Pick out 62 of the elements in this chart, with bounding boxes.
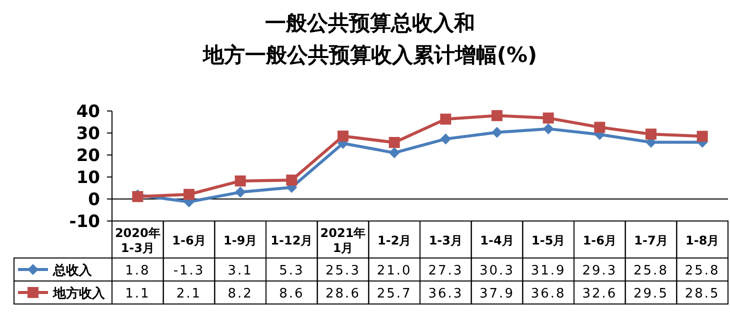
data-label: 3.1 — [228, 264, 253, 278]
point — [492, 110, 502, 122]
data-label: 27.3 — [428, 264, 464, 278]
point — [542, 112, 554, 124]
data-label: 30.3 — [480, 264, 514, 278]
point — [594, 122, 606, 133]
y-tick-label: 30 — [76, 124, 100, 144]
data-label: 8.2 — [228, 286, 253, 302]
point — [388, 147, 400, 158]
point — [234, 175, 246, 186]
data-label: 1.8 — [125, 264, 150, 278]
legend-label: 地方收入 — [52, 286, 106, 302]
legend-label: 总收入 — [52, 262, 93, 278]
x-tick-label: 2021年 1月 — [320, 226, 366, 255]
data-label: 25.8 — [684, 264, 720, 278]
point — [646, 128, 656, 140]
x-tick-label: 1-5月 — [531, 234, 566, 248]
data-label: 21.0 — [376, 264, 412, 278]
y-tick-label: -10 — [69, 212, 100, 232]
y-tick-label: 10 — [76, 168, 100, 188]
x-tick-label: 1-2月 — [377, 234, 412, 248]
data-label: 31.9 — [530, 264, 566, 278]
x-tick-label: 2020年 1-3月 — [114, 226, 160, 255]
data-label: 2.1 — [176, 286, 202, 302]
point — [696, 130, 708, 142]
chart-title: 一般公共预算总收入和 — [265, 11, 475, 35]
x-tick-label: 1-7月 — [634, 234, 668, 248]
x-tick-label: 1-9月 — [223, 234, 258, 248]
data-label: 29.5 — [634, 286, 668, 302]
y-tick-label: 40 — [76, 102, 100, 122]
data-label: 25.8 — [634, 264, 668, 278]
x-tick-label: 1-12月 — [270, 234, 313, 248]
data-label: 25.3 — [326, 264, 360, 278]
data-label: 28.5 — [684, 286, 720, 302]
x-tick-label: 1-4月 — [480, 234, 514, 248]
data-label: 32.6 — [582, 286, 618, 302]
data-label: 36.3 — [428, 286, 464, 302]
x-tick-label: 1-6月 — [582, 234, 617, 248]
data-label: 29.3 — [582, 264, 618, 278]
data-label: 5.3 — [279, 264, 304, 278]
data-label: -1.3 — [173, 264, 205, 278]
point — [440, 133, 452, 144]
point — [234, 186, 246, 198]
x-tick-label: 1-3月 — [428, 234, 463, 248]
y-tick-label: 0 — [88, 190, 100, 210]
point — [440, 114, 452, 125]
point — [286, 174, 298, 186]
point — [184, 188, 194, 200]
data-label: 36.8 — [530, 286, 566, 302]
x-tick-label: 1-8月 — [685, 234, 720, 248]
chart-subtitle: 地方一般公共预算收入累计增幅(%) — [202, 43, 538, 67]
y-tick-label: 20 — [76, 146, 100, 166]
point — [338, 130, 348, 142]
x-tick-label: 1-6月 — [172, 234, 206, 248]
data-label: 1.1 — [125, 286, 150, 302]
data-label: 28.6 — [326, 286, 360, 302]
point — [542, 123, 554, 134]
data-label: 8.6 — [279, 286, 304, 302]
point — [492, 126, 502, 138]
data-label: 37.9 — [480, 286, 514, 302]
point — [388, 136, 400, 148]
data-label: 25.7 — [376, 286, 412, 302]
